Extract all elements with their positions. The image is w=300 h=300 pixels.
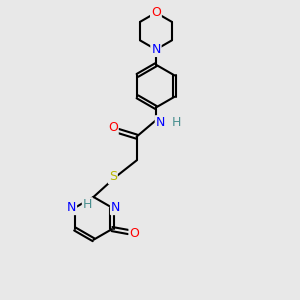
Text: H: H bbox=[172, 116, 181, 129]
Text: O: O bbox=[108, 121, 118, 134]
Text: N: N bbox=[156, 116, 165, 129]
Text: S: S bbox=[109, 170, 117, 183]
Text: N: N bbox=[151, 43, 160, 56]
Text: H: H bbox=[83, 198, 92, 211]
Text: N: N bbox=[67, 201, 76, 214]
Text: O: O bbox=[129, 227, 139, 240]
Text: O: O bbox=[151, 6, 161, 19]
Text: N: N bbox=[111, 201, 120, 214]
